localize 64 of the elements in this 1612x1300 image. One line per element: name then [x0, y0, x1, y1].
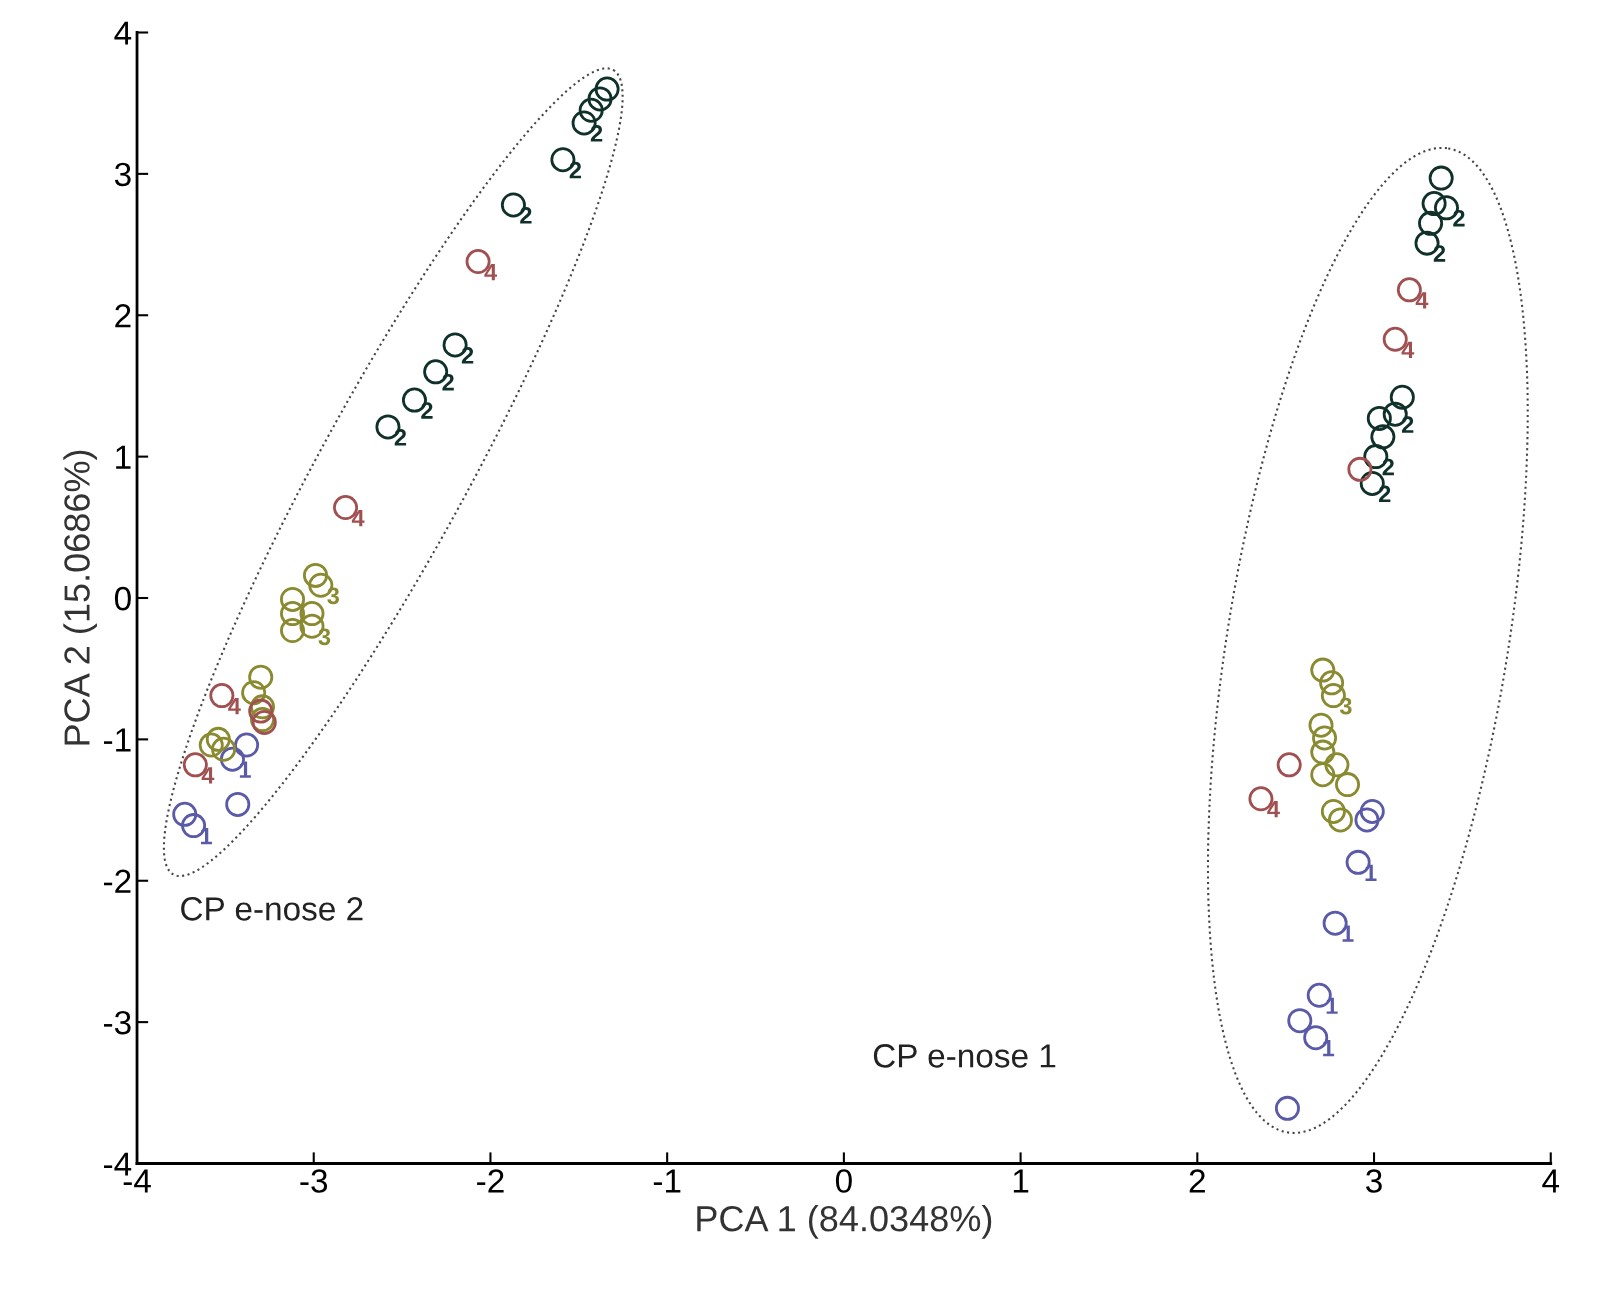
x-tick-label: 0 [835, 1169, 852, 1193]
y-tick-label: 3 [114, 162, 131, 187]
point [280, 601, 306, 627]
x-tick-label: -1 [653, 1169, 681, 1193]
text: 4 [228, 697, 241, 715]
y-tick-label: -3 [104, 1010, 131, 1035]
point [1319, 670, 1345, 696]
point [587, 86, 613, 112]
text: 4 [484, 263, 498, 281]
point [303, 562, 328, 588]
y-tick-label: -1 [104, 728, 131, 752]
x-tick-label: 1 [1013, 1169, 1029, 1193]
point [1310, 739, 1336, 765]
point [1421, 191, 1447, 217]
point [280, 586, 306, 612]
series-label: 4 [1415, 292, 1429, 309]
point [198, 732, 224, 758]
point [172, 801, 198, 827]
point [1276, 752, 1302, 778]
point [299, 601, 325, 627]
point [280, 618, 306, 644]
text: 4 [351, 509, 365, 527]
y-tick-label: -2 [104, 869, 131, 893]
annotation: CP e-nose 1 [873, 1044, 1056, 1068]
point [1359, 798, 1385, 824]
text: 4 [201, 767, 215, 784]
y-axis-title: PCA 2 (15.0686%) [63, 450, 97, 745]
point [225, 791, 251, 817]
point [1428, 165, 1454, 191]
x-tick-label: -2 [477, 1169, 504, 1193]
point [1366, 405, 1392, 431]
point [578, 97, 604, 123]
point [1354, 807, 1380, 833]
point [1327, 807, 1353, 833]
point [1274, 1095, 1300, 1121]
point [1418, 210, 1444, 236]
point [594, 76, 620, 102]
y-tick-label: 2 [115, 304, 131, 328]
y-tick-label: 4 [114, 21, 132, 45]
x-tick-label: 2 [1189, 1169, 1205, 1193]
point [1389, 384, 1415, 410]
point [234, 732, 260, 758]
point [1370, 424, 1396, 450]
point [1347, 456, 1373, 482]
x-axis-title: PCA 1 (84.0348%) [697, 1204, 992, 1239]
point [1308, 712, 1334, 738]
point [1287, 1008, 1313, 1034]
point [1310, 762, 1336, 788]
text: 4 [1267, 801, 1280, 818]
point [211, 736, 237, 762]
x-tick-label: -3 [300, 1169, 328, 1193]
point [1312, 725, 1338, 751]
y-tick-label: 1 [116, 445, 131, 469]
text: 4 [1401, 341, 1415, 358]
point [1320, 798, 1346, 824]
point [248, 664, 274, 690]
point [1310, 657, 1336, 683]
x-tick-label: 3 [1366, 1169, 1382, 1193]
point [1335, 772, 1361, 798]
annotation: CP e-nose 2 [181, 897, 363, 921]
point [1324, 752, 1350, 778]
y-tick-label: 0 [114, 586, 131, 611]
point [205, 726, 231, 752]
x-tick-label: 4 [1542, 1169, 1560, 1193]
